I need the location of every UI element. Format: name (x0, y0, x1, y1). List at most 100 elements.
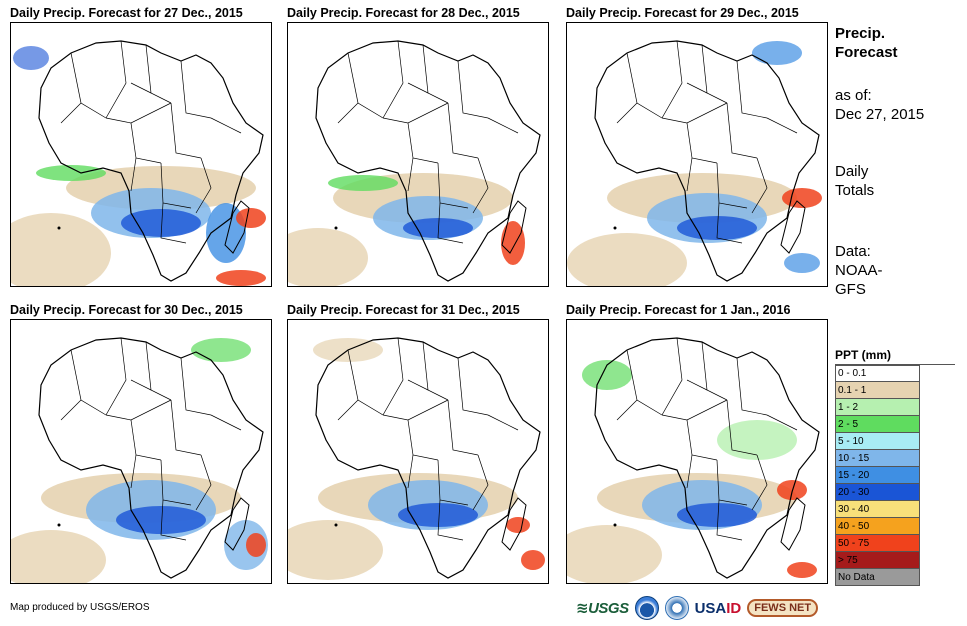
country-border (726, 102, 758, 159)
usaid-logo-id: ID (726, 599, 742, 617)
country-border (766, 117, 798, 134)
agency-logos: ≋USGS USAID FEWS NET (576, 595, 819, 621)
legend-item: 15 - 20 (835, 467, 955, 484)
precip-area (677, 216, 757, 240)
africa-map-svg (567, 320, 827, 583)
africa-map-svg (288, 320, 548, 583)
country-border (180, 60, 212, 119)
africa-map-svg (567, 23, 827, 286)
country-border (751, 454, 768, 511)
country-border (457, 60, 489, 119)
precip-map (10, 22, 272, 287)
legend-item: 0 - 0.1 (835, 365, 955, 382)
legend-swatch (835, 484, 920, 501)
madagascar-outline (224, 497, 250, 551)
country-border (686, 379, 708, 391)
precip-area (288, 520, 383, 580)
totals-line1: Daily (835, 163, 869, 180)
country-border (726, 399, 758, 456)
country-border (130, 82, 152, 94)
noaa-logo (634, 596, 659, 620)
precip-map (287, 22, 549, 287)
legend-swatch (835, 433, 920, 450)
precip-area (501, 221, 525, 265)
country-border (616, 399, 638, 421)
country-border (160, 499, 187, 541)
africa-coastline (315, 337, 541, 579)
country-border (407, 454, 414, 489)
precip-area (288, 228, 368, 286)
legend-item: > 75 (835, 552, 955, 569)
legend-item: 1 - 2 (835, 399, 955, 416)
accumulation-period: Daily Totals (835, 162, 874, 200)
precip-area (116, 506, 206, 534)
legend-label: 2 - 5 (838, 419, 859, 430)
product-title-line1: Precip. (835, 25, 886, 42)
precip-area (521, 550, 545, 570)
legend-item: 30 - 40 (835, 501, 955, 518)
precip-area (787, 562, 817, 578)
legend-rows: 0 - 0.1 0.1 - 1 1 - 2 2 - 5 5 - 10 10 - 15 15 … (835, 364, 955, 586)
africa-map-svg (288, 23, 548, 286)
legend-swatch (835, 552, 920, 569)
precip-area (506, 517, 530, 533)
legend-item: 0.1 - 1 (835, 382, 955, 399)
precip-area (191, 338, 251, 362)
country-border (337, 102, 359, 124)
island-marker (57, 523, 61, 527)
legend-item: 2 - 5 (835, 416, 955, 433)
africa-coastline (594, 40, 820, 282)
madagascar-outline (780, 200, 806, 254)
precip-area (777, 480, 807, 500)
country-border (160, 202, 187, 244)
precip-map (10, 319, 272, 584)
asof-label: as of: (835, 87, 872, 104)
country-border (686, 82, 708, 94)
precip-area (13, 46, 49, 70)
legend-item: 10 - 15 (835, 450, 955, 467)
precip-area (752, 41, 802, 65)
country-border (686, 157, 693, 192)
precip-area (236, 208, 266, 228)
africa-coastline (315, 40, 541, 282)
africa-coastline (38, 40, 264, 282)
country-border (130, 157, 137, 192)
panel-title: Daily Precip. Forecast for 27 Dec., 2015 (10, 6, 243, 20)
madagascar-outline (501, 497, 527, 551)
data-line3: GFS (835, 281, 866, 298)
country-border (407, 157, 414, 192)
usgs-logo: ≋USGS (576, 600, 629, 617)
country-border (382, 40, 404, 119)
legend-item: 50 - 75 (835, 535, 955, 552)
panel-title: Daily Precip. Forecast for 31 Dec., 2015 (287, 303, 520, 317)
product-title: Precip. Forecast (835, 24, 898, 62)
country-border (437, 499, 464, 541)
country-border (382, 337, 404, 416)
precip-area (398, 503, 478, 527)
usaid-logo-usa: USA (694, 599, 727, 617)
country-border (457, 357, 489, 416)
island-marker (334, 523, 338, 527)
country-border (130, 379, 152, 391)
legend-item: 20 - 30 (835, 484, 955, 501)
legend-label: > 75 (838, 555, 858, 566)
legend-item: 40 - 50 (835, 518, 955, 535)
africa-coastline (38, 337, 264, 579)
island-marker (57, 226, 61, 230)
country-border (751, 157, 768, 214)
precip-area (328, 175, 398, 191)
island-marker (613, 226, 617, 230)
country-border (616, 102, 638, 124)
legend-label: No Data (838, 572, 875, 583)
usaid-logo: USAID (695, 600, 742, 617)
legend-swatch (835, 569, 920, 586)
legend-swatch (835, 416, 920, 433)
legend-label: 30 - 40 (838, 504, 870, 515)
forecast-panel-dec29: Daily Precip. Forecast for 29 Dec., 2015 (566, 4, 828, 287)
legend-label: 10 - 15 (838, 453, 870, 464)
asof-date: Dec 27, 2015 (835, 106, 925, 123)
africa-map-svg (11, 320, 271, 583)
legend-swatch (835, 450, 920, 467)
madagascar-outline (224, 200, 250, 254)
precip-area (784, 253, 820, 273)
